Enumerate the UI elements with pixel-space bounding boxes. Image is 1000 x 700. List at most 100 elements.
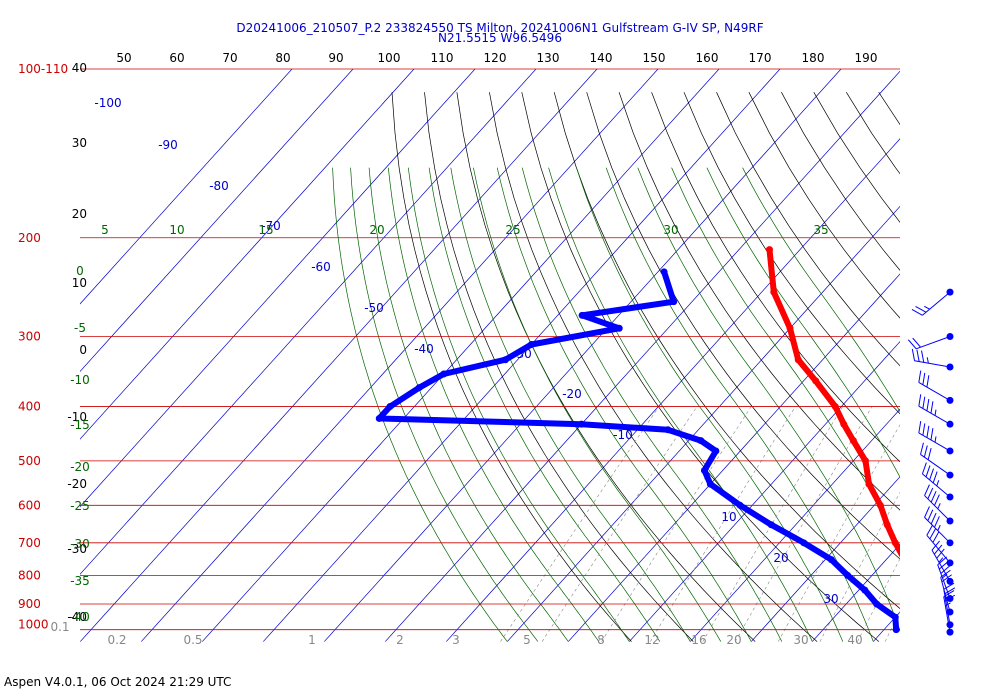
- top-temperature-label: 60: [169, 51, 184, 65]
- pressure-tick-label: 400: [18, 400, 41, 414]
- mixing-ratio-line: [702, 406, 843, 642]
- temperature-profile-point: [786, 324, 794, 332]
- wind-barb-shaft: [918, 405, 951, 425]
- isotherm-label: -50: [364, 301, 384, 315]
- wind-barbs: [907, 288, 956, 636]
- wind-barb-flag: [937, 524, 941, 531]
- mixing-ratio-line: [819, 491, 900, 642]
- mixing-ratio-label: 0.1: [50, 620, 69, 634]
- mixing-ratio-line: [601, 406, 752, 642]
- mixing-ratio-line: [650, 406, 796, 642]
- wind-barb-flag: [926, 425, 930, 438]
- dry-adiabat-line: [391, 92, 632, 642]
- mixing-ratio-label: 8: [597, 633, 605, 647]
- wind-barb-shaft: [937, 564, 951, 599]
- pressure-tick-label: 900: [18, 597, 41, 611]
- dewpoint-profile-point: [844, 571, 852, 579]
- wind-barb-flag: [918, 421, 922, 434]
- dry-adiabat-line: [456, 92, 756, 642]
- wind-barb-flag: [938, 557, 944, 563]
- dewpoint-profile-point: [861, 586, 869, 594]
- moist-adiabat-label: -35: [70, 574, 90, 588]
- wind-barb-shaft: [924, 495, 951, 522]
- isotherm-line: [141, 68, 659, 642]
- dewpoint-profile-point: [660, 268, 668, 276]
- moist-adiabat-label: 10: [169, 223, 184, 237]
- wind-barb-flag: [934, 436, 937, 443]
- isotherm-line: [324, 68, 842, 642]
- chart-title-line1: D20241006_210507_P.2 233824550 TS Milton…: [236, 21, 764, 35]
- temperature-profile-point: [831, 403, 839, 411]
- moist-adiabat-label: 25: [505, 223, 520, 237]
- wind-barb-flag: [929, 468, 935, 481]
- moist-adiabat-label: -25: [70, 499, 90, 513]
- dewpoint-profile-point: [578, 311, 586, 319]
- top-temperature-label: 160: [696, 51, 719, 65]
- dewpoint-profile-point: [736, 501, 744, 509]
- mixing-ratio-label: 1: [308, 633, 316, 647]
- dewpoint-profile-point: [827, 556, 835, 564]
- isotherm-label: -60: [311, 260, 331, 274]
- temperature-profile-point: [916, 601, 923, 608]
- temperature-profile-point: [922, 614, 929, 621]
- temperature-profile-point: [840, 420, 848, 428]
- dewpoint-profile-point: [615, 324, 623, 332]
- mixing-ratio-label: 20: [726, 633, 741, 647]
- wind-barb-shaft: [940, 577, 951, 613]
- wind-barb-shaft: [943, 596, 951, 633]
- wind-barb-flag: [940, 569, 951, 578]
- wind-barb-flag: [934, 516, 940, 528]
- height-tick-label: -10: [67, 410, 87, 424]
- isobar-lines: [80, 68, 900, 631]
- moist-adiabat-line: [332, 167, 508, 642]
- wind-barb-flag: [925, 465, 931, 478]
- top-temperature-label: 70: [222, 51, 237, 65]
- dewpoint-profile: [376, 268, 900, 633]
- moist-adiabat-label: 20: [369, 223, 384, 237]
- mixing-ratio-label: 3: [452, 633, 460, 647]
- dry-adiabat-line: [878, 92, 900, 126]
- dry-adiabat-line: [846, 92, 900, 175]
- top-temperature-label: 100: [378, 51, 401, 65]
- moist-adiabat-label: 35: [813, 223, 828, 237]
- wind-barb-flag: [944, 594, 956, 602]
- dewpoint-profile-point: [664, 426, 672, 434]
- wind-barb-flag: [922, 396, 926, 409]
- isotherm-label: -90: [158, 138, 178, 152]
- dry-adiabat-line: [748, 92, 900, 319]
- wind-barb-flag: [943, 590, 955, 598]
- wind-barb-flag: [911, 308, 923, 316]
- wind-barb-flag: [907, 339, 917, 350]
- isotherm-line: [995, 69, 1000, 642]
- dry-adiabat-line: [781, 92, 900, 271]
- moist-adiabat-label: -40: [70, 610, 90, 624]
- isotherm-label: -100: [94, 96, 121, 110]
- wind-barb-flag: [926, 357, 929, 364]
- wind-barb-flag: [944, 587, 956, 595]
- top-temperature-label: 80: [275, 51, 290, 65]
- temperature-profile-point: [862, 457, 870, 465]
- isotherm-label: -40: [414, 342, 434, 356]
- dry-adiabat-line: [683, 92, 900, 415]
- dewpoint-profile-point: [712, 447, 720, 455]
- dewpoint-profile-point: [873, 600, 881, 608]
- temperature-profile-point: [865, 480, 873, 488]
- moist-adiabat-line: [496, 167, 752, 642]
- wind-barb-flag: [924, 484, 930, 496]
- isotherm-line: [80, 68, 598, 642]
- dry-adiabat-line: [553, 92, 900, 610]
- wind-barb-flag: [936, 548, 945, 559]
- isotherm-line: [751, 476, 900, 642]
- temperature-profile-point: [883, 521, 891, 529]
- temperature-profile-point: [765, 246, 773, 254]
- height-tick-label: 30: [72, 136, 87, 150]
- moist-adiabat-label: 15: [258, 223, 273, 237]
- mixing-ratio-line: [500, 406, 660, 642]
- wind-barb-shaft: [914, 360, 951, 368]
- mixing-ratio-line: [978, 407, 1000, 642]
- moist-adiabat-label: -10: [70, 373, 90, 387]
- isotherm-line: [80, 68, 293, 305]
- dewpoint-profile-point: [800, 539, 808, 547]
- wind-barb-shaft: [918, 381, 951, 401]
